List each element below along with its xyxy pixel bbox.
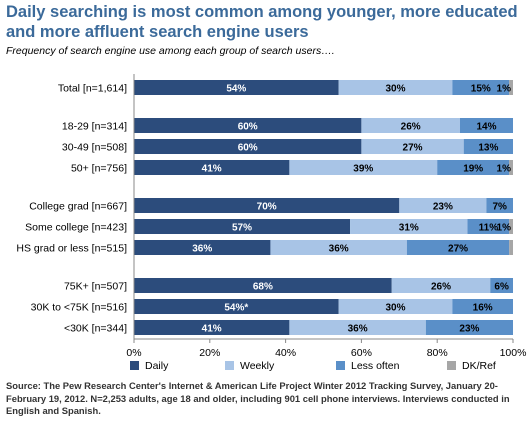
data-label: 23% bbox=[433, 202, 453, 213]
bar-segment bbox=[509, 80, 513, 95]
data-label: 1% bbox=[497, 223, 512, 234]
category-label: 75K+ [n=507] bbox=[64, 281, 127, 293]
bar-segment bbox=[134, 198, 400, 213]
data-label: 41% bbox=[202, 324, 222, 335]
category-label: Total [n=1,614] bbox=[58, 83, 127, 95]
bar-segment bbox=[338, 80, 453, 95]
bar-segment bbox=[134, 80, 339, 95]
data-label: 57% bbox=[232, 223, 252, 234]
x-tick-label: 80% bbox=[427, 347, 448, 359]
data-label: 60% bbox=[238, 122, 258, 133]
bar-segment bbox=[134, 219, 351, 234]
data-label: 16% bbox=[473, 303, 493, 314]
data-label: 54%* bbox=[224, 303, 248, 314]
data-label: 27% bbox=[448, 244, 468, 255]
category-label: 30K to <75K [n=516] bbox=[31, 302, 127, 314]
x-tick-label: 40% bbox=[275, 347, 296, 359]
data-label: 27% bbox=[403, 143, 423, 154]
bar-segment bbox=[425, 320, 513, 335]
data-label: 68% bbox=[253, 282, 273, 293]
data-label: 36% bbox=[329, 244, 349, 255]
data-label: 30% bbox=[386, 303, 406, 314]
data-label: 60% bbox=[238, 143, 258, 154]
chart-title: Daily searching is most common among you… bbox=[6, 3, 518, 41]
legend-label: Weekly bbox=[240, 360, 275, 372]
category-label: 18-29 [n=314] bbox=[62, 121, 127, 133]
bar-segment bbox=[361, 118, 460, 133]
data-label: 11% bbox=[479, 223, 499, 234]
source-note: Source: The Pew Research Center's Intern… bbox=[6, 380, 510, 416]
bar-segment bbox=[134, 139, 362, 154]
data-label: 39% bbox=[353, 164, 373, 175]
bar-segment bbox=[134, 278, 392, 293]
bar-segment bbox=[459, 118, 513, 133]
bar-segment bbox=[134, 118, 362, 133]
legend-label: Less often bbox=[351, 360, 400, 372]
legend-swatch bbox=[447, 361, 456, 370]
bar-segment bbox=[270, 240, 407, 255]
data-label: 54% bbox=[226, 84, 246, 95]
bar-segment bbox=[350, 219, 468, 234]
x-tick-label: 20% bbox=[199, 347, 220, 359]
x-tick-label: 100% bbox=[500, 347, 527, 359]
legend-swatch bbox=[225, 361, 234, 370]
data-label: 1% bbox=[497, 84, 512, 95]
bar-segment bbox=[452, 299, 513, 314]
category-label: College grad [n=667] bbox=[29, 201, 127, 213]
category-label: Some college [n=423] bbox=[25, 222, 127, 234]
data-label: 19% bbox=[463, 164, 483, 175]
legend-swatch bbox=[130, 361, 139, 370]
bar-segment bbox=[289, 320, 426, 335]
bar-segment bbox=[509, 160, 513, 175]
bar-segment bbox=[463, 139, 513, 154]
bar-segment bbox=[391, 278, 491, 293]
bar-segment bbox=[509, 240, 513, 255]
bar-segment bbox=[289, 160, 438, 175]
data-label: 23% bbox=[459, 324, 479, 335]
data-label: 15% bbox=[471, 84, 491, 95]
bar-segment bbox=[509, 219, 513, 234]
bar-segment bbox=[490, 278, 513, 293]
data-label: 70% bbox=[257, 202, 277, 213]
legend-label: DK/Ref bbox=[462, 360, 496, 372]
bar-segment bbox=[486, 198, 513, 213]
legend-label: Daily bbox=[145, 360, 169, 372]
bar-segment bbox=[452, 80, 510, 95]
data-label: 30% bbox=[386, 84, 406, 95]
data-label: 13% bbox=[478, 143, 498, 154]
data-label: 26% bbox=[401, 122, 421, 133]
chart-subtitle: Frequency of search engine use among eac… bbox=[6, 45, 335, 57]
bar-segment bbox=[134, 320, 290, 335]
bar-segment bbox=[338, 299, 453, 314]
category-label: 30-49 [n=508] bbox=[62, 142, 127, 154]
bar-segment bbox=[467, 219, 510, 234]
category-label: HS grad or less [n=515] bbox=[16, 243, 127, 255]
x-tick-label: 60% bbox=[351, 347, 372, 359]
data-label: 36% bbox=[192, 244, 212, 255]
data-label: 14% bbox=[476, 122, 496, 133]
data-label: 6% bbox=[494, 282, 509, 293]
legend-swatch bbox=[336, 361, 345, 370]
data-label: 31% bbox=[399, 223, 419, 234]
category-label: <30K [n=344] bbox=[64, 323, 127, 335]
data-label: 1% bbox=[497, 164, 512, 175]
data-label: 26% bbox=[431, 282, 451, 293]
x-tick-label: 0% bbox=[126, 347, 141, 359]
bar-segment bbox=[134, 240, 271, 255]
bar-segment bbox=[134, 160, 290, 175]
category-label: 50+ [n=756] bbox=[71, 163, 127, 175]
data-label: 7% bbox=[493, 202, 508, 213]
bar-segment bbox=[399, 198, 487, 213]
bar-segment bbox=[134, 299, 339, 314]
bar-segment bbox=[437, 160, 510, 175]
data-label: 36% bbox=[348, 324, 368, 335]
bar-segment bbox=[361, 139, 464, 154]
bar-segment bbox=[406, 240, 510, 255]
data-label: 41% bbox=[202, 164, 222, 175]
